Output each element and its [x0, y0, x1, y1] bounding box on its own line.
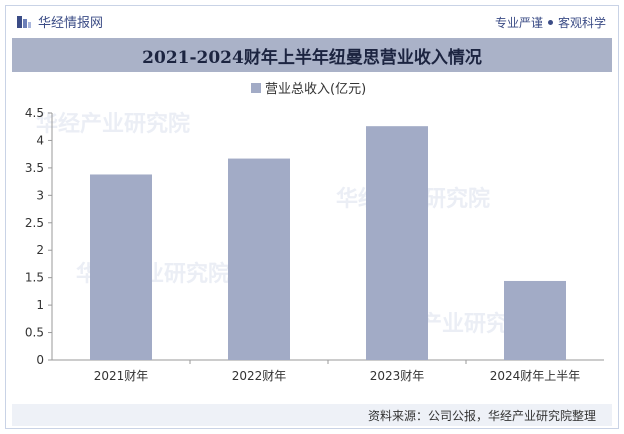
- y-tick-label: 3: [36, 188, 44, 202]
- y-tick-label: 1: [36, 298, 44, 312]
- title-bar: 2021-2024财年上半年纽曼思营业收入情况: [12, 38, 612, 72]
- bar: [228, 158, 290, 360]
- bar: [504, 280, 566, 360]
- y-tick-label: 2.5: [25, 216, 44, 230]
- y-tick-label: 2: [36, 243, 44, 257]
- x-tick-label: 2022财年: [232, 369, 287, 383]
- y-tick-label: 3.5: [25, 161, 44, 175]
- watermark: 华经产业研究院: [36, 112, 191, 137]
- brand-logo-icon: [17, 15, 31, 28]
- brand: 华经情报网: [16, 12, 103, 31]
- y-tick-label: 1.5: [25, 271, 44, 285]
- bar-chart: 0 0.5 1 1.5 2 2.5 3 3.5 4 4.5 2021财年 2022财年 2023财年 20…: [25, 82, 604, 383]
- y-tick-label: 0.5: [25, 326, 44, 340]
- brand-name: 华经情报网: [38, 16, 104, 31]
- chart-title: 2021-2024财年上半年纽曼思营业收入情况: [142, 47, 482, 68]
- x-tick-label: 2021财年: [94, 369, 149, 383]
- x-tick-label: 2023财年: [370, 369, 425, 383]
- bar: [366, 126, 428, 360]
- y-tick-label: 4.5: [25, 106, 44, 120]
- legend-swatch: [251, 83, 261, 93]
- slogan-left: 专业严谨: [494, 16, 543, 30]
- legend-label: 营业总收入(亿元): [265, 82, 366, 97]
- slogan-dot-icon: [547, 20, 553, 25]
- slogan: 专业严谨 客观科学: [495, 14, 606, 31]
- y-tick-label: 4: [36, 133, 44, 147]
- x-tick-label: 2024财年上半年: [490, 369, 581, 383]
- source-note: 资料来源：公司公报，华经产业研究院整理: [367, 409, 596, 423]
- slogan-right: 客观科学: [557, 16, 606, 30]
- footer-bar: 资料来源：公司公报，华经产业研究院整理: [12, 404, 612, 426]
- y-tick-label: 0: [36, 353, 44, 367]
- top-bar: 华经情报网 专业严谨 客观科学: [6, 6, 618, 38]
- bar: [90, 174, 152, 360]
- chart-frame: 华经产业研究院 华经产业研究院 华经产业研究院 华经产业研究院 华经情报网 专业…: [5, 5, 619, 429]
